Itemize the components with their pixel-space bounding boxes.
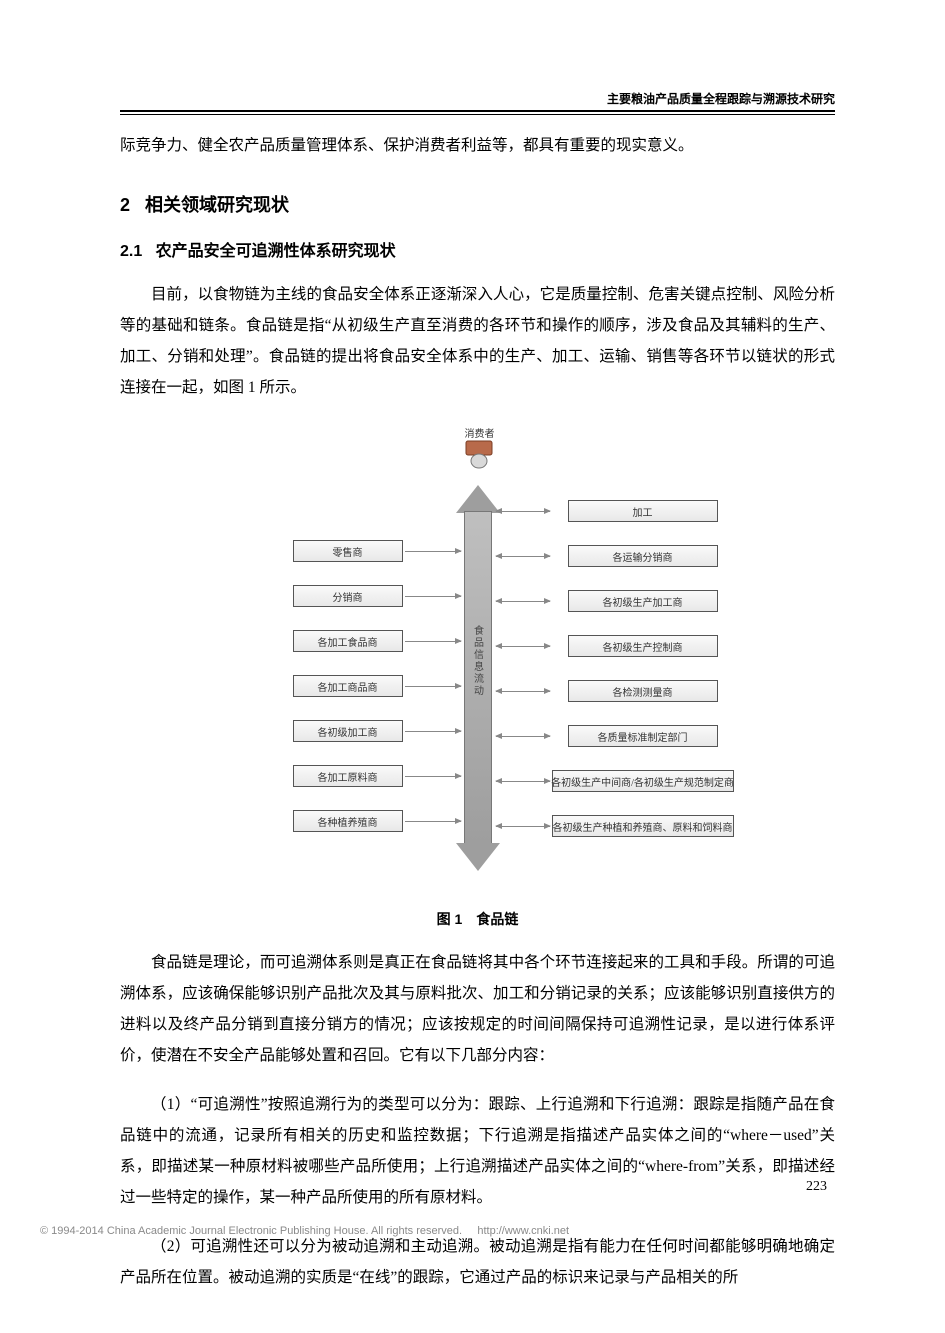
left-connector-arrow — [405, 776, 461, 777]
right-connector-arrow — [496, 601, 550, 602]
left-stage-box: 各加工原料商 — [293, 765, 403, 787]
right-stage-box: 各质量标准制定部门 — [568, 725, 718, 747]
figure-caption: 图 1 食品链 — [120, 909, 835, 929]
right-connector-arrow — [496, 826, 550, 827]
right-connector-arrow — [496, 781, 550, 782]
left-stage-box: 各初级加工商 — [293, 720, 403, 742]
center-arrow-head-down — [456, 843, 500, 871]
h3-num: 2.1 — [120, 243, 142, 260]
right-stage-box: 各初级生产中间商/各初级生产规范制定商 — [552, 770, 734, 792]
left-connector-arrow — [405, 641, 461, 642]
left-connector-arrow — [405, 731, 461, 732]
publisher-link[interactable]: http://www.cnki.net — [477, 1225, 569, 1237]
right-stage-box: 各运输分销商 — [568, 545, 718, 567]
paragraph-3: （1）“可追溯性”按照追溯行为的类型可以分为：跟踪、上行追溯和下行追溯：跟踪是指… — [120, 1089, 835, 1213]
h3-title: 农产品安全可追溯性体系研究现状 — [156, 243, 396, 260]
page-number: 223 — [806, 1179, 827, 1195]
right-connector-arrow — [496, 646, 550, 647]
left-connector-arrow — [405, 686, 461, 687]
left-stage-box: 分销商 — [293, 585, 403, 607]
paragraph-1: 目前，以食物链为主线的食品安全体系正逐渐深入人心，它是质量控制、危害关键点控制、… — [120, 279, 835, 403]
paragraph-4: （2）可追溯性还可以分为被动追溯和主动追溯。被动追溯是指有能力在任何时间都能够明… — [120, 1231, 835, 1293]
left-stage-box: 各加工食品商 — [293, 630, 403, 652]
h2-title: 相关领域研究现状 — [145, 195, 289, 215]
right-connector-arrow — [496, 691, 550, 692]
food-chain-diagram: 消费者 食品信息流动 零售商分销商各加工食品商各加工商品商各初级加工商各加工原料… — [208, 425, 748, 895]
left-stage-box: 各种植养殖商 — [293, 810, 403, 832]
heading-3: 2.1 农产品安全可追溯性体系研究现状 — [120, 237, 835, 261]
running-title: 主要粮油产品质量全程跟踪与溯源技术研究 — [607, 92, 835, 106]
left-connector-arrow — [405, 596, 461, 597]
h2-num: 2 — [120, 195, 130, 215]
running-header: 主要粮油产品质量全程跟踪与溯源技术研究 — [120, 90, 835, 112]
right-stage-box: 各检测测量商 — [568, 680, 718, 702]
right-connector-arrow — [496, 736, 550, 737]
right-stage-box: 各初级生产种植和养殖商、原料和饲料商 — [552, 815, 734, 837]
left-stage-box: 各加工商品商 — [293, 675, 403, 697]
left-connector-arrow — [405, 551, 461, 552]
consumer-icon — [462, 439, 496, 474]
paragraph-continuation: 际竞争力、健全农产品质量管理体系、保护消费者利益等，都具有重要的现实意义。 — [120, 130, 835, 161]
left-connector-arrow — [405, 821, 461, 822]
right-stage-box: 各初级生产加工商 — [568, 590, 718, 612]
heading-2: 2 相关领域研究现状 — [120, 191, 835, 217]
copyright-text: © 1994-2014 China Academic Journal Elect… — [40, 1225, 462, 1237]
publisher-footer: © 1994-2014 China Academic Journal Elect… — [40, 1225, 569, 1237]
right-stage-box: 各初级生产控制商 — [568, 635, 718, 657]
right-connector-arrow — [496, 556, 550, 557]
page: 主要粮油产品质量全程跟踪与溯源技术研究 际竞争力、健全农产品质量管理体系、保护消… — [0, 0, 945, 1333]
paragraph-2: 食品链是理论，而可追溯体系则是真正在食品链将其中各个环节连接起来的工具和手段。所… — [120, 947, 835, 1071]
consumer-label: 消费者 — [460, 425, 500, 440]
left-stage-box: 零售商 — [293, 540, 403, 562]
right-stage-box: 加工 — [568, 500, 718, 522]
figure-1: 消费者 食品信息流动 零售商分销商各加工食品商各加工商品商各初级加工商各加工原料… — [120, 425, 835, 929]
center-arrow-head-up — [456, 485, 500, 513]
center-arrow-label: 食品信息流动 — [470, 625, 485, 697]
right-connector-arrow — [496, 511, 550, 512]
